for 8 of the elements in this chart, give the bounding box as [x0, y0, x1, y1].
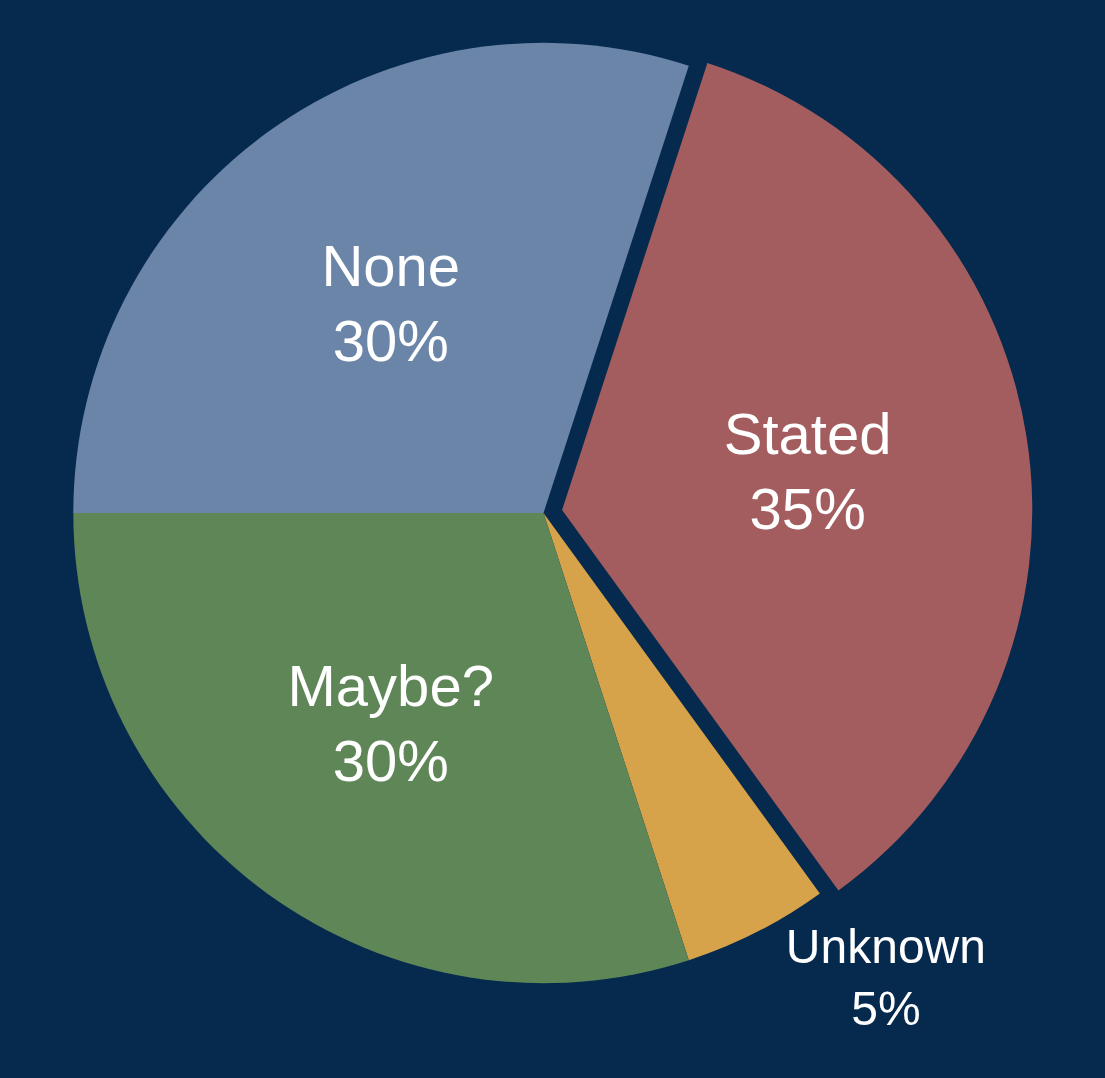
data-label: 30% [332, 307, 449, 373]
data-label: 30% [332, 728, 449, 794]
data-label: 35% [749, 476, 866, 542]
data-label: 5% [851, 982, 921, 1036]
slice-label: None [321, 232, 461, 298]
slice-label: Unknown [785, 920, 986, 974]
slice-label: Maybe? [287, 653, 494, 719]
slice-label: Stated [723, 400, 892, 466]
